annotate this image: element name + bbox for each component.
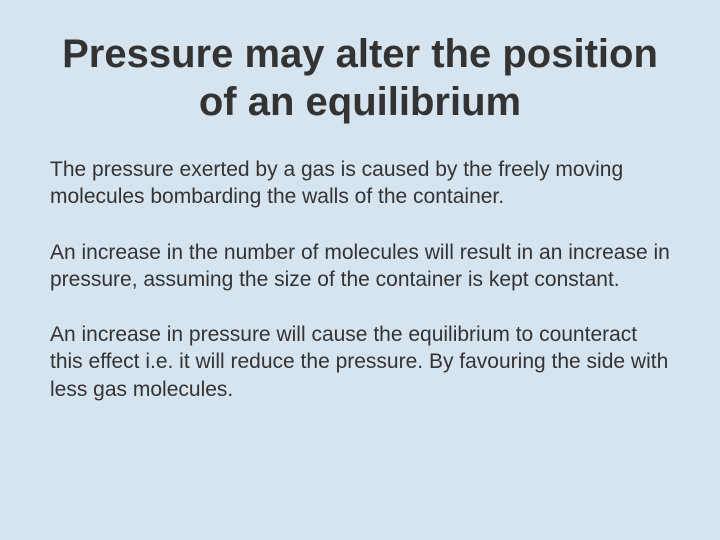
slide-title: Pressure may alter the position of an eq… <box>50 30 670 126</box>
paragraph-1: The pressure exerted by a gas is caused … <box>50 156 670 211</box>
paragraph-3: An increase in pressure will cause the e… <box>50 321 670 403</box>
paragraph-2: An increase in the number of molecules w… <box>50 239 670 294</box>
